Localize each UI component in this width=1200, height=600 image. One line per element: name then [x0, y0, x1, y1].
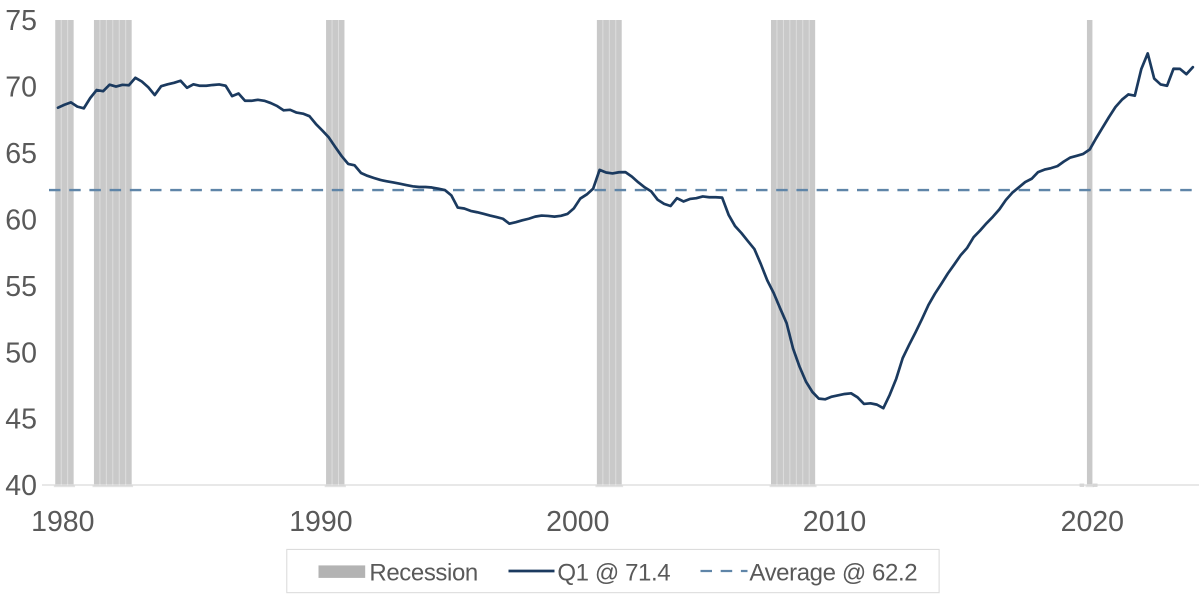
svg-text:65: 65 [5, 138, 37, 170]
svg-text:1980: 1980 [31, 506, 94, 538]
svg-text:1990: 1990 [289, 506, 352, 538]
svg-text:2020: 2020 [1061, 506, 1124, 538]
svg-text:75: 75 [5, 5, 37, 37]
svg-text:Average @ 62.2: Average @ 62.2 [749, 560, 917, 587]
svg-text:70: 70 [5, 72, 37, 104]
svg-text:60: 60 [5, 204, 37, 236]
svg-text:Q1 @ 71.4: Q1 @ 71.4 [557, 560, 670, 587]
svg-text:2010: 2010 [803, 506, 866, 538]
svg-text:40: 40 [5, 470, 37, 502]
svg-text:55: 55 [5, 271, 37, 303]
svg-text:2000: 2000 [546, 506, 609, 538]
svg-text:45: 45 [5, 404, 37, 436]
svg-text:50: 50 [5, 337, 37, 369]
svg-text:Recession: Recession [369, 560, 477, 587]
